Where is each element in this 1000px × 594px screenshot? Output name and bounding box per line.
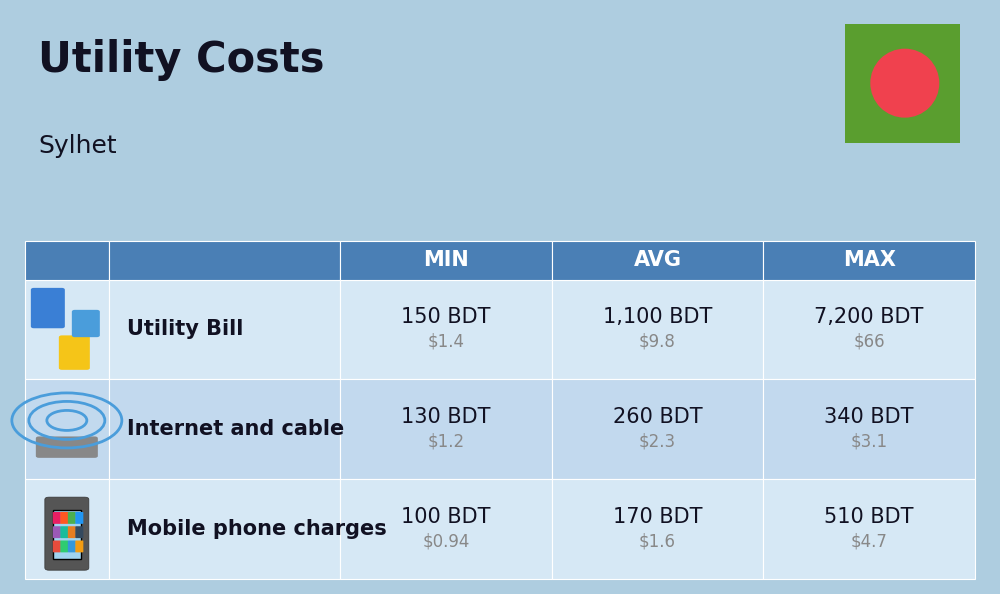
Text: $9.8: $9.8 [639,333,676,350]
FancyBboxPatch shape [68,541,76,552]
FancyBboxPatch shape [59,336,90,370]
FancyBboxPatch shape [340,380,552,479]
FancyBboxPatch shape [552,241,763,280]
FancyBboxPatch shape [25,241,109,280]
Text: Internet and cable: Internet and cable [127,419,344,440]
FancyBboxPatch shape [552,280,763,380]
Text: $0.94: $0.94 [422,532,470,550]
Text: 1,100 BDT: 1,100 BDT [603,308,712,327]
FancyBboxPatch shape [340,479,552,579]
FancyBboxPatch shape [36,437,98,458]
Text: $1.4: $1.4 [427,333,464,350]
FancyBboxPatch shape [340,241,552,280]
Text: Sylhet: Sylhet [38,134,117,157]
Text: 150 BDT: 150 BDT [401,308,491,327]
Ellipse shape [870,49,939,118]
FancyBboxPatch shape [763,479,975,579]
FancyBboxPatch shape [31,288,65,328]
Text: $2.3: $2.3 [639,432,676,450]
FancyBboxPatch shape [340,280,552,380]
Text: $3.1: $3.1 [851,432,888,450]
Text: MIN: MIN [423,250,469,270]
Text: 170 BDT: 170 BDT [613,507,702,527]
FancyBboxPatch shape [763,241,975,280]
Text: Utility Bill: Utility Bill [127,320,244,339]
Text: 130 BDT: 130 BDT [401,407,491,427]
FancyBboxPatch shape [75,526,83,538]
FancyBboxPatch shape [72,310,100,337]
FancyBboxPatch shape [109,241,340,280]
Text: MAX: MAX [843,250,896,270]
FancyBboxPatch shape [53,510,81,559]
FancyBboxPatch shape [60,512,68,524]
FancyBboxPatch shape [75,512,83,524]
Text: Utility Costs: Utility Costs [38,39,324,81]
FancyBboxPatch shape [53,541,61,552]
Text: 260 BDT: 260 BDT [613,407,702,427]
FancyBboxPatch shape [109,479,340,579]
Text: Mobile phone charges: Mobile phone charges [127,519,387,539]
FancyBboxPatch shape [763,380,975,479]
FancyBboxPatch shape [45,497,89,570]
Text: 100 BDT: 100 BDT [401,507,491,527]
Text: 510 BDT: 510 BDT [824,507,914,527]
FancyBboxPatch shape [53,526,61,538]
FancyBboxPatch shape [763,280,975,380]
FancyBboxPatch shape [68,526,76,538]
FancyBboxPatch shape [53,512,61,524]
Text: $1.2: $1.2 [427,432,464,450]
FancyBboxPatch shape [109,280,340,380]
FancyBboxPatch shape [68,512,76,524]
FancyBboxPatch shape [25,380,109,479]
FancyBboxPatch shape [552,479,763,579]
FancyBboxPatch shape [109,380,340,479]
FancyBboxPatch shape [25,280,109,380]
Text: $4.7: $4.7 [851,532,888,550]
Text: $66: $66 [853,333,885,350]
FancyBboxPatch shape [60,541,68,552]
Text: 7,200 BDT: 7,200 BDT [814,308,924,327]
FancyBboxPatch shape [60,526,68,538]
Text: 340 BDT: 340 BDT [824,407,914,427]
FancyBboxPatch shape [845,24,960,143]
FancyBboxPatch shape [552,380,763,479]
FancyBboxPatch shape [25,479,109,579]
Text: $1.6: $1.6 [639,532,676,550]
FancyBboxPatch shape [75,541,83,552]
Text: AVG: AVG [634,250,682,270]
